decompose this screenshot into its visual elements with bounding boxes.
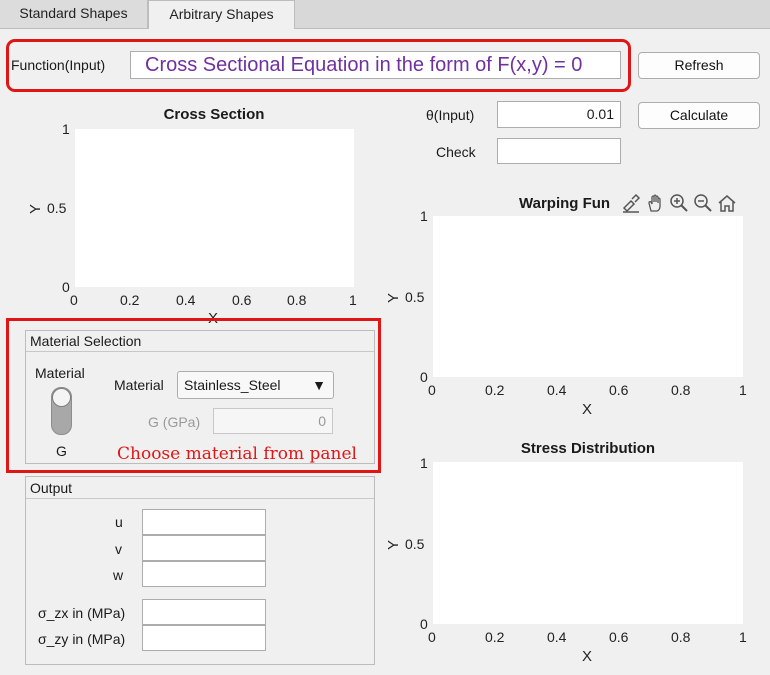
switch-knob[interactable] <box>52 388 71 407</box>
material-dropdown-label: Material <box>114 377 164 393</box>
stress-title: Stress Distribution <box>520 440 656 457</box>
output-szx-label: σ_zx in (MPa) <box>38 605 126 621</box>
stress-xtick: 0.2 <box>485 629 505 645</box>
output-szx-field[interactable] <box>142 599 266 625</box>
output-v-label: v <box>115 541 122 557</box>
cross-section-xtick: 0.4 <box>176 292 196 308</box>
warping-plot[interactable] <box>433 216 743 377</box>
warping-ytick: 1 <box>420 208 428 224</box>
stress-xtick: 0.8 <box>671 629 691 645</box>
output-szy-label: σ_zy in (MPa) <box>38 631 126 647</box>
stress-xtick: 0.6 <box>609 629 629 645</box>
material-panel-title: Material Selection <box>30 333 142 349</box>
output-w-label: w <box>113 567 124 583</box>
cross-section-ytick: 0.5 <box>47 200 67 216</box>
output-v-field[interactable] <box>142 535 266 561</box>
switch-top-label: Material <box>35 365 85 381</box>
output-w-field[interactable] <box>142 561 266 587</box>
output-u-label: u <box>115 514 123 530</box>
material-highlight <box>6 318 381 473</box>
g-gpa-label: G (GPa) <box>148 414 201 430</box>
stress-xtick: 1 <box>739 629 747 645</box>
function-input-highlight <box>6 39 631 92</box>
cross-section-xtick: 0.6 <box>232 292 252 308</box>
cross-section-ytick: 0 <box>62 279 70 295</box>
refresh-button[interactable]: Refresh <box>638 52 760 79</box>
function-input-label: Function(Input) <box>11 57 106 73</box>
warping-xtick: 1 <box>739 382 747 398</box>
switch-bottom-label: G <box>56 443 67 459</box>
cross-section-xtick: 0.8 <box>287 292 307 308</box>
warping-xtick: 0.8 <box>671 382 691 398</box>
stress-xlabel: X <box>582 648 593 665</box>
stress-ylabel: Y <box>385 539 402 550</box>
material-selection-panel <box>25 330 375 464</box>
check-label: Check <box>436 144 476 160</box>
brush-icon[interactable] <box>621 193 641 213</box>
warping-ytick: 0.5 <box>405 289 425 305</box>
panel-divider <box>26 498 374 499</box>
material-g-switch[interactable] <box>51 387 72 435</box>
cross-section-ylabel: Y <box>27 203 44 214</box>
chevron-down-icon: ▼ <box>312 377 326 393</box>
material-annotation: Choose material from panel <box>117 444 357 464</box>
warping-ytick: 0 <box>420 369 428 385</box>
panel-divider <box>26 351 374 352</box>
warping-xtick: 0.4 <box>547 382 567 398</box>
tab-arbitrary-shapes[interactable]: Arbitrary Shapes <box>148 0 295 29</box>
material-dropdown[interactable]: Stainless_Steel ▼ <box>177 371 334 399</box>
stress-xtick: 0.4 <box>547 629 567 645</box>
axes-toolbar <box>621 193 737 213</box>
warping-xlabel: X <box>582 401 593 418</box>
cross-section-title: Cross Section <box>163 106 265 123</box>
stress-ytick: 1 <box>420 455 428 471</box>
theta-input-label: θ(Input) <box>426 107 475 123</box>
material-dropdown-value: Stainless_Steel <box>184 377 281 393</box>
warping-ylabel: Y <box>385 292 402 303</box>
g-gpa-field[interactable]: 0 <box>213 408 333 434</box>
theta-input-field[interactable]: 0.01 <box>497 101 621 128</box>
pan-hand-icon[interactable] <box>645 193 665 213</box>
home-icon[interactable] <box>717 193 737 213</box>
cross-section-xtick: 1 <box>349 292 357 308</box>
output-u-field[interactable] <box>142 509 266 535</box>
tab-standard-shapes[interactable]: Standard Shapes <box>0 0 148 28</box>
cross-section-xtick: 0.2 <box>120 292 140 308</box>
stress-plot[interactable] <box>433 462 743 624</box>
zoom-out-icon[interactable] <box>693 193 713 213</box>
warping-title: Warping Fun <box>519 195 611 212</box>
stress-ytick: 0.5 <box>405 536 425 552</box>
output-szy-field[interactable] <box>142 625 266 651</box>
check-field[interactable] <box>497 138 621 164</box>
warping-xtick: 0 <box>428 382 436 398</box>
cross-section-plot[interactable] <box>75 129 354 287</box>
cross-section-ytick: 1 <box>62 121 70 137</box>
cross-section-xtick: 0 <box>70 292 78 308</box>
stress-xtick: 0 <box>428 629 436 645</box>
stress-ytick: 0 <box>420 616 428 632</box>
warping-xtick: 0.6 <box>609 382 629 398</box>
zoom-in-icon[interactable] <box>669 193 689 213</box>
output-panel <box>25 476 375 665</box>
calculate-button[interactable]: Calculate <box>638 102 760 129</box>
output-panel-title: Output <box>30 480 73 496</box>
warping-xtick: 0.2 <box>485 382 505 398</box>
function-input-field[interactable]: Cross Sectional Equation in the form of … <box>130 51 621 79</box>
